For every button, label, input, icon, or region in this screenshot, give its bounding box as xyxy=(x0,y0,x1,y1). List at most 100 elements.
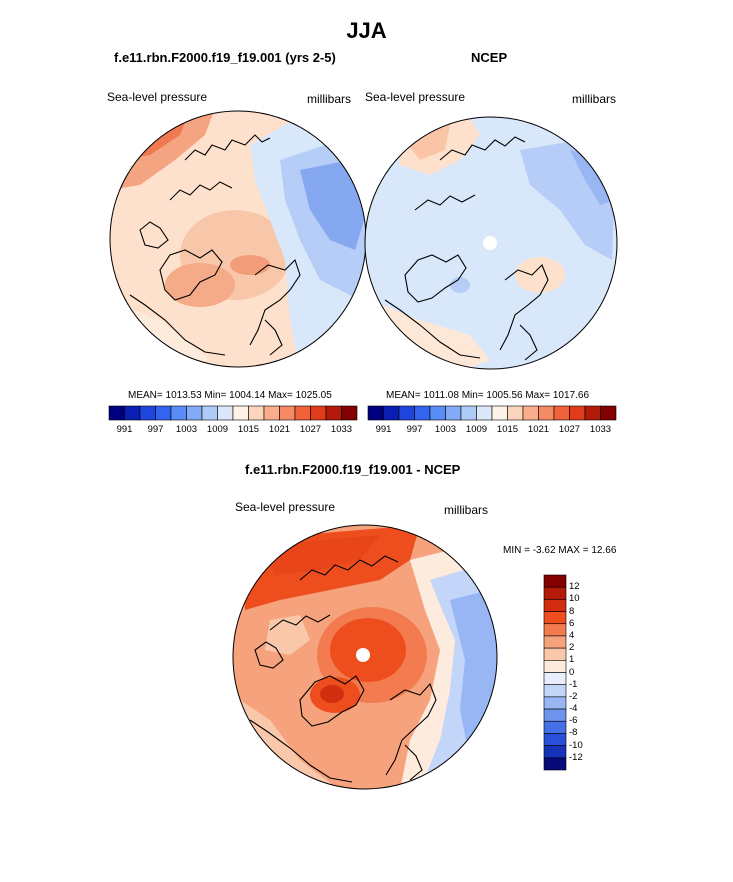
model-colorbar-box xyxy=(108,405,125,421)
model-colorbar-tick-label: 1033 xyxy=(330,424,353,435)
ncep-colorbar-box xyxy=(414,405,431,421)
diff-colorbar-tick-label: 2 xyxy=(569,642,575,654)
ncep-colorbar-tick-label: 1003 xyxy=(434,424,457,435)
diff-colorbar-box xyxy=(543,635,567,649)
model-right-label: millibars xyxy=(307,92,352,106)
diff-colorbar-box xyxy=(543,708,567,722)
figure-title: JJA xyxy=(346,18,387,43)
model-colorbar-tick-label: 1027 xyxy=(299,424,322,435)
ncep-colorbar-tick-label: 1033 xyxy=(589,424,612,435)
model-stats: MEAN= 1013.53 Min= 1004.14 Max= 1025.05 xyxy=(128,390,332,401)
ncep-colorbar-box xyxy=(398,405,415,421)
model-colorbar-tick-label: 1021 xyxy=(268,424,291,435)
model-colorbar-box xyxy=(325,405,342,421)
diff-colorbar-tick-label: -2 xyxy=(569,690,578,702)
ncep-panel-title: NCEP xyxy=(471,50,508,65)
diff-colorbar-box xyxy=(543,623,567,637)
diff-colorbar-tick-label: -8 xyxy=(569,727,578,739)
diff-colorbar-tick-label: 12 xyxy=(569,581,580,593)
diff-colorbar-box xyxy=(543,586,567,600)
diff-colorbar-box xyxy=(543,611,567,625)
diff-colorbar-box xyxy=(543,733,567,746)
model-colorbar-tick-label: 991 xyxy=(116,424,133,435)
ncep-colorbar-tick-label: 1015 xyxy=(496,424,519,435)
model-colorbar-box xyxy=(186,405,203,421)
ncep-colorbar-tick-label: 991 xyxy=(375,424,392,435)
model-colorbar-box xyxy=(232,405,249,421)
ncep-colorbar-box xyxy=(553,405,570,421)
diff-colorbar xyxy=(543,574,567,771)
model-colorbar-box xyxy=(139,405,156,421)
diff-colorbar-tick-label: -4 xyxy=(569,703,578,715)
model-colorbar-box xyxy=(341,405,358,421)
diff-colorbar-ticks: 12 10 8 6 4 2 1 0 -1 -2 -4 -6 -8 -10 -12 xyxy=(569,575,609,770)
model-colorbar-tick-label: 997 xyxy=(147,424,164,435)
diff-colorbar-box xyxy=(543,647,567,661)
model-colorbar xyxy=(108,405,358,421)
diff-colorbar-box xyxy=(543,672,567,685)
ncep-right-label: millibars xyxy=(572,92,617,106)
ncep-colorbar xyxy=(367,405,617,421)
diff-colorbar-box xyxy=(543,684,567,698)
diff-colorbar-tick-label: -1 xyxy=(569,678,578,690)
ncep-colorbar-box xyxy=(383,405,400,421)
diff-stats: MIN = -3.62 MAX = 12.66 xyxy=(503,545,617,556)
model-panel-title: f.e11.rbn.F2000.f19_f19.001 (yrs 2-5) xyxy=(114,50,336,65)
model-colorbar-box xyxy=(310,405,327,421)
ncep-colorbar-tick-label: 1021 xyxy=(527,424,550,435)
model-colorbar-box xyxy=(263,405,280,421)
model-colorbar-tick-label: 1003 xyxy=(175,424,198,435)
model-colorbar-box xyxy=(248,405,265,421)
diff-colorbar-tick-label: -12 xyxy=(569,751,583,763)
model-colorbar-box xyxy=(294,405,311,421)
ncep-colorbar-box xyxy=(538,405,555,421)
diff-colorbar-box xyxy=(543,574,567,588)
diff-colorbar-box xyxy=(543,696,567,710)
model-colorbar-box xyxy=(279,405,296,421)
ncep-colorbar-box xyxy=(584,405,601,421)
ncep-colorbar-box xyxy=(476,405,493,421)
diff-panel-title: f.e11.rbn.F2000.f19_f19.001 - NCEP xyxy=(245,462,461,477)
diff-left-label: Sea-level pressure xyxy=(235,500,336,514)
ncep-colorbar-box xyxy=(569,405,586,421)
diff-colorbar-tick-label: -10 xyxy=(569,739,583,751)
ncep-colorbar-box xyxy=(429,405,446,421)
diff-colorbar-tick-label: 1 xyxy=(569,654,575,666)
ncep-colorbar-box xyxy=(445,405,462,421)
ncep-colorbar-tick-label: 997 xyxy=(406,424,423,435)
model-colorbar-box xyxy=(201,405,218,421)
diff-colorbar-box xyxy=(543,720,567,734)
diff-colorbar-box xyxy=(543,599,567,612)
model-colorbar-box xyxy=(170,405,187,421)
ncep-colorbar-tick-label: 1027 xyxy=(558,424,581,435)
ncep-colorbar-box xyxy=(491,405,508,421)
ncep-colorbar-box xyxy=(600,405,617,421)
model-colorbar-box xyxy=(124,405,141,421)
ncep-left-label: Sea-level pressure xyxy=(365,90,466,104)
ncep-stats: MEAN= 1011.08 Min= 1005.56 Max= 1017.66 xyxy=(386,390,590,401)
diff-colorbar-box xyxy=(543,757,567,771)
ncep-colorbar-box xyxy=(460,405,477,421)
diff-colorbar-tick-label: 4 xyxy=(569,629,575,641)
model-left-label: Sea-level pressure xyxy=(107,90,208,104)
ncep-colorbar-tick-label: 1009 xyxy=(465,424,488,435)
ncep-colorbar-box xyxy=(522,405,539,421)
diff-colorbar-tick-label: 6 xyxy=(569,617,575,629)
ncep-colorbar-box xyxy=(507,405,524,421)
ncep-colorbar-ticks: 991 997 1003 1009 1015 1021 1027 1033 xyxy=(368,424,616,438)
model-colorbar-tick-label: 1009 xyxy=(206,424,229,435)
model-colorbar-box xyxy=(217,405,234,421)
ncep-colorbar-box xyxy=(367,405,384,421)
diff-colorbar-tick-label: 0 xyxy=(569,666,575,678)
diff-right-label: millibars xyxy=(444,503,489,517)
model-colorbar-box xyxy=(155,405,172,421)
diff-colorbar-box xyxy=(543,660,567,673)
diff-colorbar-tick-label: -6 xyxy=(569,715,578,727)
model-colorbar-tick-label: 1015 xyxy=(237,424,260,435)
model-colorbar-ticks: 991 997 1003 1009 1015 1021 1027 1033 xyxy=(109,424,357,438)
diff-colorbar-box xyxy=(543,745,567,759)
diff-colorbar-tick-label: 10 xyxy=(569,593,580,605)
